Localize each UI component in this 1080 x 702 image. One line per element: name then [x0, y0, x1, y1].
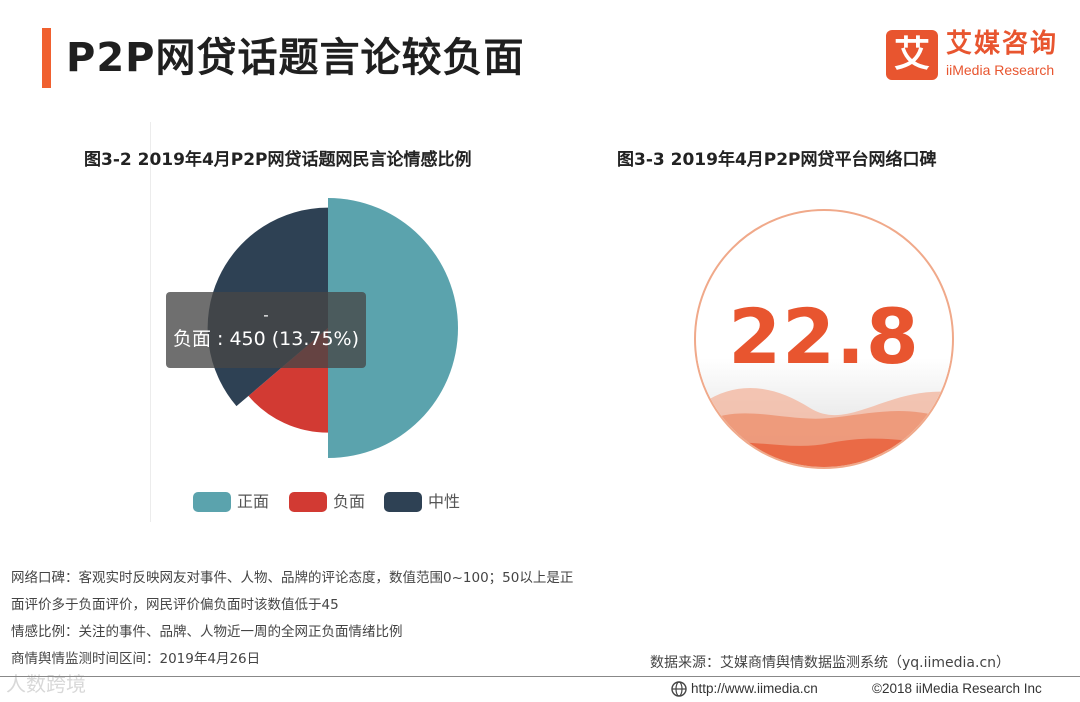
legend-label-negative: 负面: [333, 492, 366, 511]
logo-mark: 艾: [886, 30, 938, 80]
pie-slice-positive[interactable]: [328, 198, 458, 458]
legend-swatch-positive: [193, 492, 231, 512]
tooltip-series: -: [263, 306, 269, 324]
note-period: 商情舆情监测时间区间：2019年4月26日: [11, 651, 261, 667]
note-reputation-2: 面评价多于负面评价，网民评价偏负面时该数值低于45: [11, 597, 339, 613]
footer-rule: [0, 676, 1080, 677]
iimedia-logo: 艾 艾媒咨询 iiMedia Research: [886, 28, 1066, 82]
legend-swatch-neutral: [384, 492, 422, 512]
reputation-score-gauge: [694, 209, 954, 469]
score-value: 22.8: [728, 292, 920, 381]
legend-label-neutral: 中性: [428, 492, 461, 511]
pie-chart-title: 图3-2 2019年4月P2P网贷话题网民言论情感比例: [84, 150, 472, 170]
footer-copyright: ©2018 iiMedia Research Inc: [872, 681, 1042, 696]
data-source: 数据来源：艾媒商情舆情数据监测系统（yq.iimedia.cn）: [650, 655, 1011, 671]
logo-name-cn: 艾媒咨询: [946, 29, 1059, 59]
note-reputation-1: 网络口碑：客观实时反映网友对事件、人物、品牌的评论态度，数值范围0~100；50…: [11, 570, 574, 586]
note-sentiment: 情感比例：关注的事件、品牌、人物近一周的全网正负面情绪比例: [11, 624, 403, 640]
pie-tooltip: - 负面 : 450 (13.75%): [166, 292, 366, 368]
watermark: 人数跨境: [6, 672, 86, 696]
divider: [150, 122, 151, 522]
tooltip-text: 负面 : 450 (13.75%): [172, 328, 360, 350]
legend-swatch-negative: [289, 492, 327, 512]
legend-label-positive: 正面: [237, 492, 270, 511]
title-accent-bar: [42, 28, 51, 88]
footer-url[interactable]: http://www.iimedia.cn: [691, 681, 818, 696]
score-chart-title: 图3-3 2019年4月P2P网贷平台网络口碑: [617, 150, 937, 170]
globe-icon: [671, 681, 687, 697]
logo-name-en: iiMedia Research: [946, 62, 1055, 78]
page-title: P2P网贷话题言论较负面: [66, 35, 525, 81]
